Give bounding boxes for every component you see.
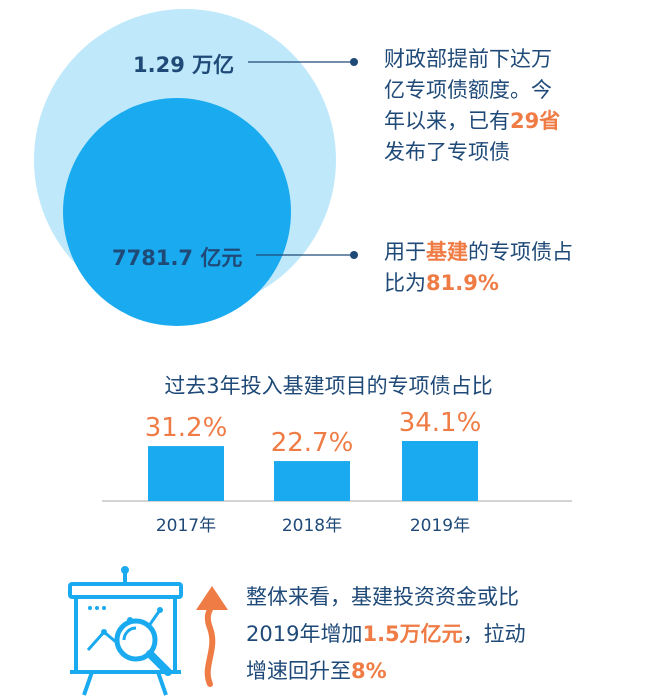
data-label-2017年: 31.2%: [145, 413, 228, 443]
up-arrow-icon: [196, 586, 228, 687]
inner-circle-value: 7781.7 亿元: [112, 246, 243, 270]
note-2: 用于基建的专项债占 比为81.9%: [384, 237, 573, 299]
bottom-note-line-3: 增速回升至8%: [246, 659, 387, 683]
note-2-line-1: 用于基建的专项债占: [384, 240, 573, 264]
note-1-line-2: 亿专项债额度。今: [384, 78, 552, 102]
tick-label-2017年: 2017年: [156, 516, 216, 536]
bottom-note-line-1: 整体来看，基建投资资金或比: [246, 585, 519, 609]
data-label-2019年: 34.1%: [399, 408, 482, 438]
infrastructure-highlight: 基建: [426, 240, 468, 264]
provinces-count: 29省: [510, 109, 561, 133]
note-1-line-1: 财政部提前下达万: [384, 47, 552, 71]
outer-circle-value: 1.29 万亿: [133, 53, 235, 77]
leader-line-1: [248, 58, 358, 66]
bar-chart: 31.2% 2017年 22.7% 2018年 34.1% 2019年: [102, 408, 572, 536]
bottom-note-line-2: 2019年增加1.5万亿元，拉动: [246, 622, 526, 646]
tick-label-2019年: 2019年: [410, 516, 470, 536]
infrastructure-share: 81.9%: [426, 271, 499, 295]
bar-2019年: [402, 441, 478, 501]
chart-title: 过去3年投入基建项目的专项债占比: [164, 374, 493, 398]
data-label-2018年: 22.7%: [271, 428, 354, 458]
note-1-line-3: 年以来，已有29省: [384, 109, 561, 133]
bottom-note: 整体来看，基建投资资金或比 2019年增加1.5万亿元，拉动 增速回升至8%: [246, 579, 526, 690]
bar-2018年: [274, 461, 350, 501]
bar-2017年: [148, 446, 224, 501]
growth-rate: 8%: [351, 659, 387, 683]
note-1: 财政部提前下达万 亿专项债额度。今 年以来，已有29省 发布了专项债: [384, 44, 560, 168]
inner-circle: [63, 98, 291, 326]
investment-increase: 1.5万亿元: [362, 622, 463, 646]
note-1-line-4: 发布了专项债: [384, 140, 510, 164]
note-2-line-2: 比为81.9%: [384, 271, 499, 295]
presentation-board-magnifier-icon: [68, 566, 183, 696]
leader-line-2: [256, 251, 358, 259]
tick-label-2018年: 2018年: [282, 516, 342, 536]
